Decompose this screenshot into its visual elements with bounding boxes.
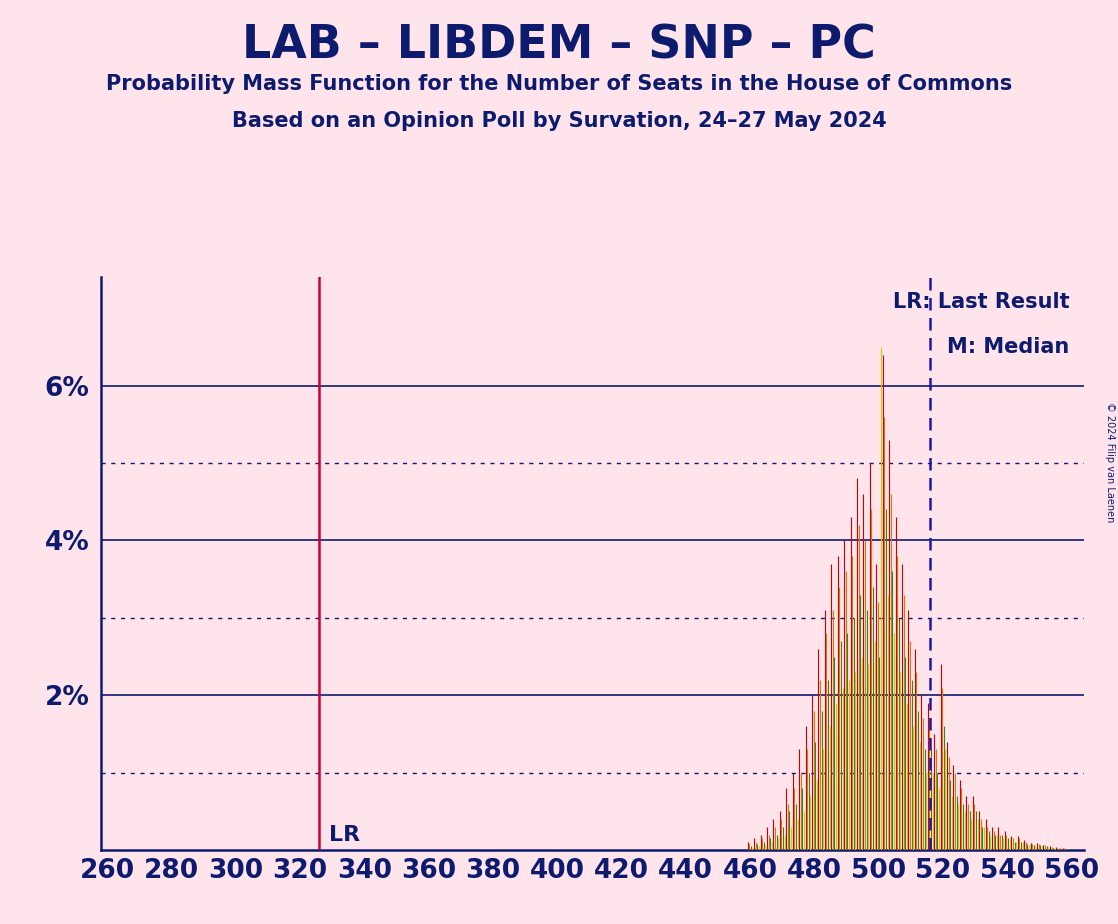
Text: M: Median: M: Median (947, 337, 1070, 358)
Text: LAB – LIBDEM – SNP – PC: LAB – LIBDEM – SNP – PC (243, 23, 875, 68)
Text: LR: LR (329, 824, 360, 845)
Text: © 2024 Filip van Laenen: © 2024 Filip van Laenen (1105, 402, 1115, 522)
Text: Probability Mass Function for the Number of Seats in the House of Commons: Probability Mass Function for the Number… (106, 74, 1012, 94)
Text: LR: Last Result: LR: Last Result (893, 292, 1070, 311)
Text: Based on an Opinion Poll by Survation, 24–27 May 2024: Based on an Opinion Poll by Survation, 2… (231, 111, 887, 131)
